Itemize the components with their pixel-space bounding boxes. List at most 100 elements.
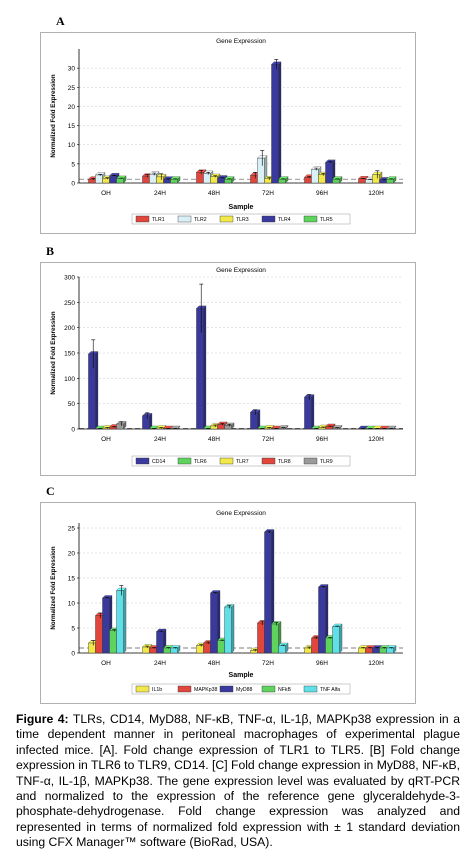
- legend-swatch: [303, 685, 318, 693]
- bar: [203, 428, 211, 430]
- bar: [142, 175, 150, 184]
- caption-label: Figure 4:: [16, 712, 69, 726]
- y-tick-label: 20: [68, 104, 76, 111]
- y-tick-label: 150: [64, 351, 75, 358]
- y-tick-label: 10: [68, 142, 76, 149]
- bar: [109, 630, 117, 654]
- bar: [196, 172, 204, 184]
- bar: [358, 428, 366, 430]
- y-tick-label: 0: [71, 181, 75, 188]
- bar: [386, 428, 394, 430]
- bar: [332, 626, 340, 654]
- bar: [88, 178, 96, 184]
- bar: [318, 427, 326, 430]
- bar: [250, 650, 258, 654]
- bar: [304, 647, 312, 654]
- legend-box: [131, 213, 351, 225]
- bar: [156, 176, 164, 184]
- bar: [386, 178, 394, 184]
- bar-side: [311, 394, 315, 430]
- bar: [379, 428, 387, 430]
- chart-title: Gene Expression: [216, 267, 266, 274]
- bar: [224, 425, 232, 430]
- legend-swatch: [261, 457, 276, 465]
- x-tick-label: 96H: [316, 190, 328, 197]
- x-tick-label: 96H: [316, 436, 328, 443]
- bar: [88, 642, 96, 654]
- x-tick-label: 96H: [316, 660, 328, 667]
- bar: [264, 531, 272, 654]
- legend-swatch: [261, 685, 276, 693]
- bar: [278, 178, 286, 184]
- bar: [142, 415, 150, 430]
- legend-label: TLR8: [278, 459, 291, 465]
- chart-title: Gene Expression: [216, 38, 266, 45]
- legend-swatch: [135, 215, 150, 223]
- legend-label: TLR7: [236, 459, 249, 465]
- bar: [271, 623, 279, 654]
- y-axis-label: Normalized Fold Expression: [50, 546, 57, 629]
- bar: [257, 157, 265, 184]
- bar: [102, 597, 110, 654]
- bar-side: [339, 623, 343, 654]
- bar-side: [95, 351, 99, 430]
- legend-swatch: [135, 457, 150, 465]
- chart-title: Gene Expression: [216, 510, 266, 517]
- bar-side: [203, 305, 207, 430]
- bar: [386, 647, 394, 654]
- bar: [203, 173, 211, 184]
- legend-box: [131, 683, 351, 695]
- legend-box: [131, 455, 351, 467]
- bar-side: [257, 409, 261, 430]
- bar: [372, 174, 380, 184]
- legend-label: CD14: [152, 459, 165, 465]
- bar: [149, 647, 157, 654]
- y-tick-label: 15: [68, 576, 76, 583]
- bar: [311, 428, 319, 430]
- bar: [271, 64, 279, 184]
- bar: [149, 173, 157, 184]
- x-axis-label: Sample: [229, 672, 254, 679]
- figure-caption: Figure 4: TLRs, CD14, MyD88, NF-κB, TNF-…: [16, 712, 460, 851]
- y-tick-label: 5: [71, 626, 75, 633]
- bar: [116, 590, 124, 654]
- bar: [142, 646, 150, 654]
- bar: [102, 178, 110, 184]
- bar: [264, 178, 272, 184]
- bar: [325, 162, 333, 184]
- bar: [88, 353, 96, 430]
- legend-swatch: [177, 457, 192, 465]
- x-tick-label: 120H: [368, 436, 384, 443]
- chart-b: Gene Expression 0 50 100 150 200 250 300 Normali…: [50, 267, 403, 467]
- bar: [210, 176, 218, 184]
- y-tick-label: 15: [68, 123, 76, 130]
- x-tick-label: 48H: [208, 660, 220, 667]
- bar: [250, 175, 258, 184]
- bar: [109, 175, 117, 184]
- chart-a: Gene Expression 0 5 10 15 20 25 30 Normalized Fo…: [50, 38, 403, 225]
- bar: [170, 178, 178, 184]
- bar: [210, 425, 218, 430]
- bar: [250, 412, 258, 430]
- legend-swatch: [219, 215, 234, 223]
- bar: [149, 428, 157, 430]
- legend-label: MyD88: [236, 687, 253, 693]
- x-tick-label: 24H: [154, 436, 166, 443]
- bar: [224, 178, 232, 184]
- legend-swatch: [219, 457, 234, 465]
- bar: [358, 647, 366, 654]
- bar-side: [123, 587, 127, 654]
- bar: [311, 637, 319, 654]
- bar: [163, 647, 171, 654]
- bar: [196, 308, 204, 430]
- x-tick-label: 120H: [368, 660, 384, 667]
- x-axis-label: Sample: [229, 204, 254, 211]
- bar: [163, 428, 171, 430]
- bar: [257, 622, 265, 654]
- y-tick-label: 25: [68, 526, 76, 533]
- x-tick-label: 72H: [262, 436, 274, 443]
- x-tick-label: 120H: [368, 190, 384, 197]
- bar: [264, 427, 272, 430]
- bar: [271, 428, 279, 430]
- bar: [318, 174, 326, 184]
